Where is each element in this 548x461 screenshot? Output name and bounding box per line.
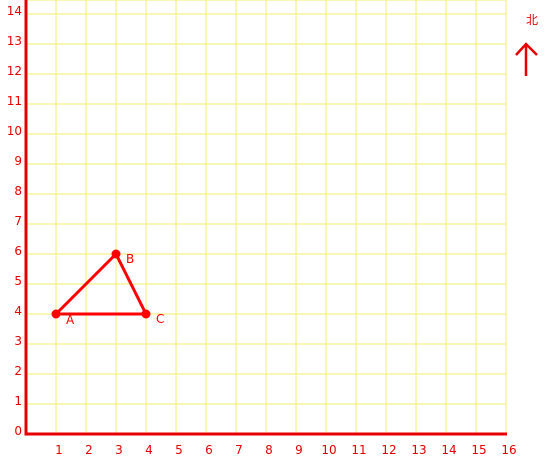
x-tick-label: 6: [205, 443, 213, 457]
x-tick-label: 13: [411, 443, 426, 457]
triangle-outline: [54, 252, 148, 316]
y-tick-label: 2: [14, 364, 22, 378]
y-tick-label: 14: [7, 4, 22, 18]
grid-lines: [26, 0, 507, 434]
vertex-point-c: [141, 309, 151, 319]
vertex-label-a: A: [66, 313, 75, 327]
x-tick-label: 12: [381, 443, 396, 457]
x-tick-label: 11: [351, 443, 366, 457]
north-arrow-icon: [515, 42, 538, 76]
x-tick-label: 9: [295, 443, 303, 457]
x-tick-label: 5: [175, 443, 183, 457]
x-tick-label: 2: [85, 443, 93, 457]
x-axis-labels: 1 2 3 4 5 6 7 8 9 10 11 12 13 14 15 16: [55, 443, 516, 457]
x-tick-label: 4: [145, 443, 153, 457]
y-tick-label: 12: [7, 64, 22, 78]
north-indicator: 北: [515, 13, 538, 76]
y-tick-label: 13: [7, 34, 22, 48]
axes: [24, 0, 507, 436]
y-tick-label: 0: [14, 424, 22, 438]
x-tick-label: 7: [235, 443, 243, 457]
y-tick-label: 5: [14, 274, 22, 288]
vertex-label-b: B: [126, 252, 134, 266]
y-tick-label: 4: [14, 304, 22, 318]
vertex-label-c: C: [156, 312, 164, 326]
y-tick-label: 3: [14, 334, 22, 348]
x-tick-label: 8: [265, 443, 273, 457]
y-tick-label: 9: [14, 154, 22, 168]
triangle-abc: A B C: [51, 249, 164, 327]
vertex-point-b: [111, 249, 121, 259]
x-tick-label: 15: [471, 443, 486, 457]
north-label: 北: [526, 13, 538, 27]
x-tick-label: 3: [115, 443, 123, 457]
x-tick-label: 14: [441, 443, 456, 457]
x-tick-label: 16: [501, 443, 516, 457]
y-tick-label: 11: [7, 94, 22, 108]
vertex-point-a: [51, 309, 61, 319]
y-tick-label: 10: [7, 124, 22, 138]
y-tick-label: 6: [14, 244, 22, 258]
x-tick-label: 1: [55, 443, 63, 457]
x-tick-label: 10: [321, 443, 336, 457]
y-tick-label: 8: [14, 184, 22, 198]
y-tick-label: 1: [14, 394, 22, 408]
y-tick-label: 7: [14, 214, 22, 228]
